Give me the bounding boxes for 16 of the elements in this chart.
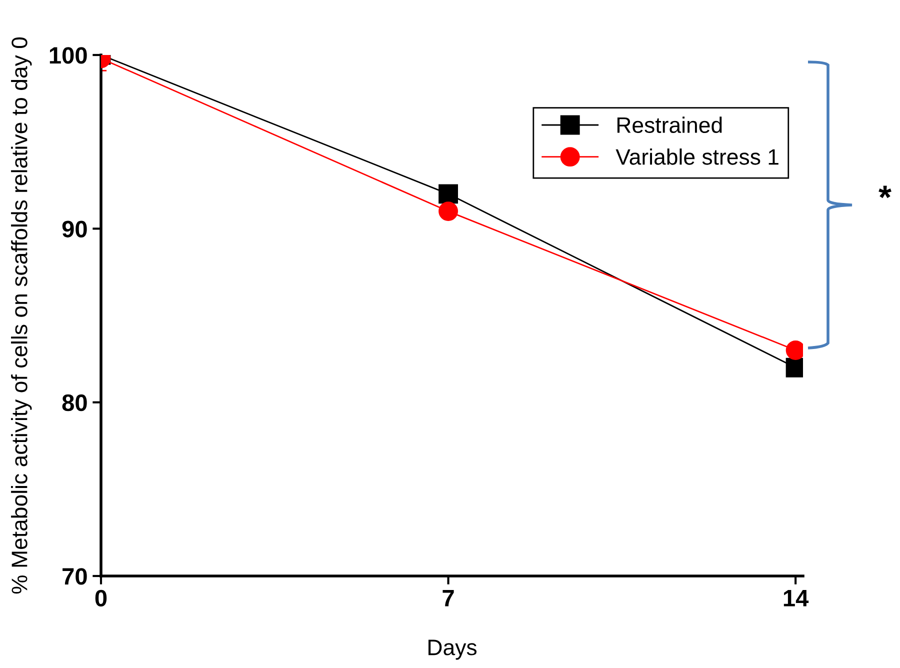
point: [786, 340, 803, 360]
x-tick-label: 7: [442, 590, 454, 606]
x-tick-label: 0: [95, 590, 107, 607]
y-axis-title: % Metabolic activity of cells on scaffolds relative to day 0: [11, 37, 32, 594]
x-tick-label: 14: [784, 590, 809, 606]
y-tick-label: 90: [62, 220, 87, 238]
legend-label: Restrained: [617, 116, 722, 134]
point: [438, 202, 458, 222]
point: [438, 184, 458, 204]
y-tick-label: 70: [62, 568, 87, 585]
point: [786, 358, 803, 378]
legend-label: Variable stress 1: [616, 148, 778, 165]
text: *: [878, 186, 892, 198]
x-axis-title: Days: [428, 640, 477, 660]
y-tick-label: 100: [50, 47, 87, 64]
y-tick-label: 80: [62, 394, 87, 412]
